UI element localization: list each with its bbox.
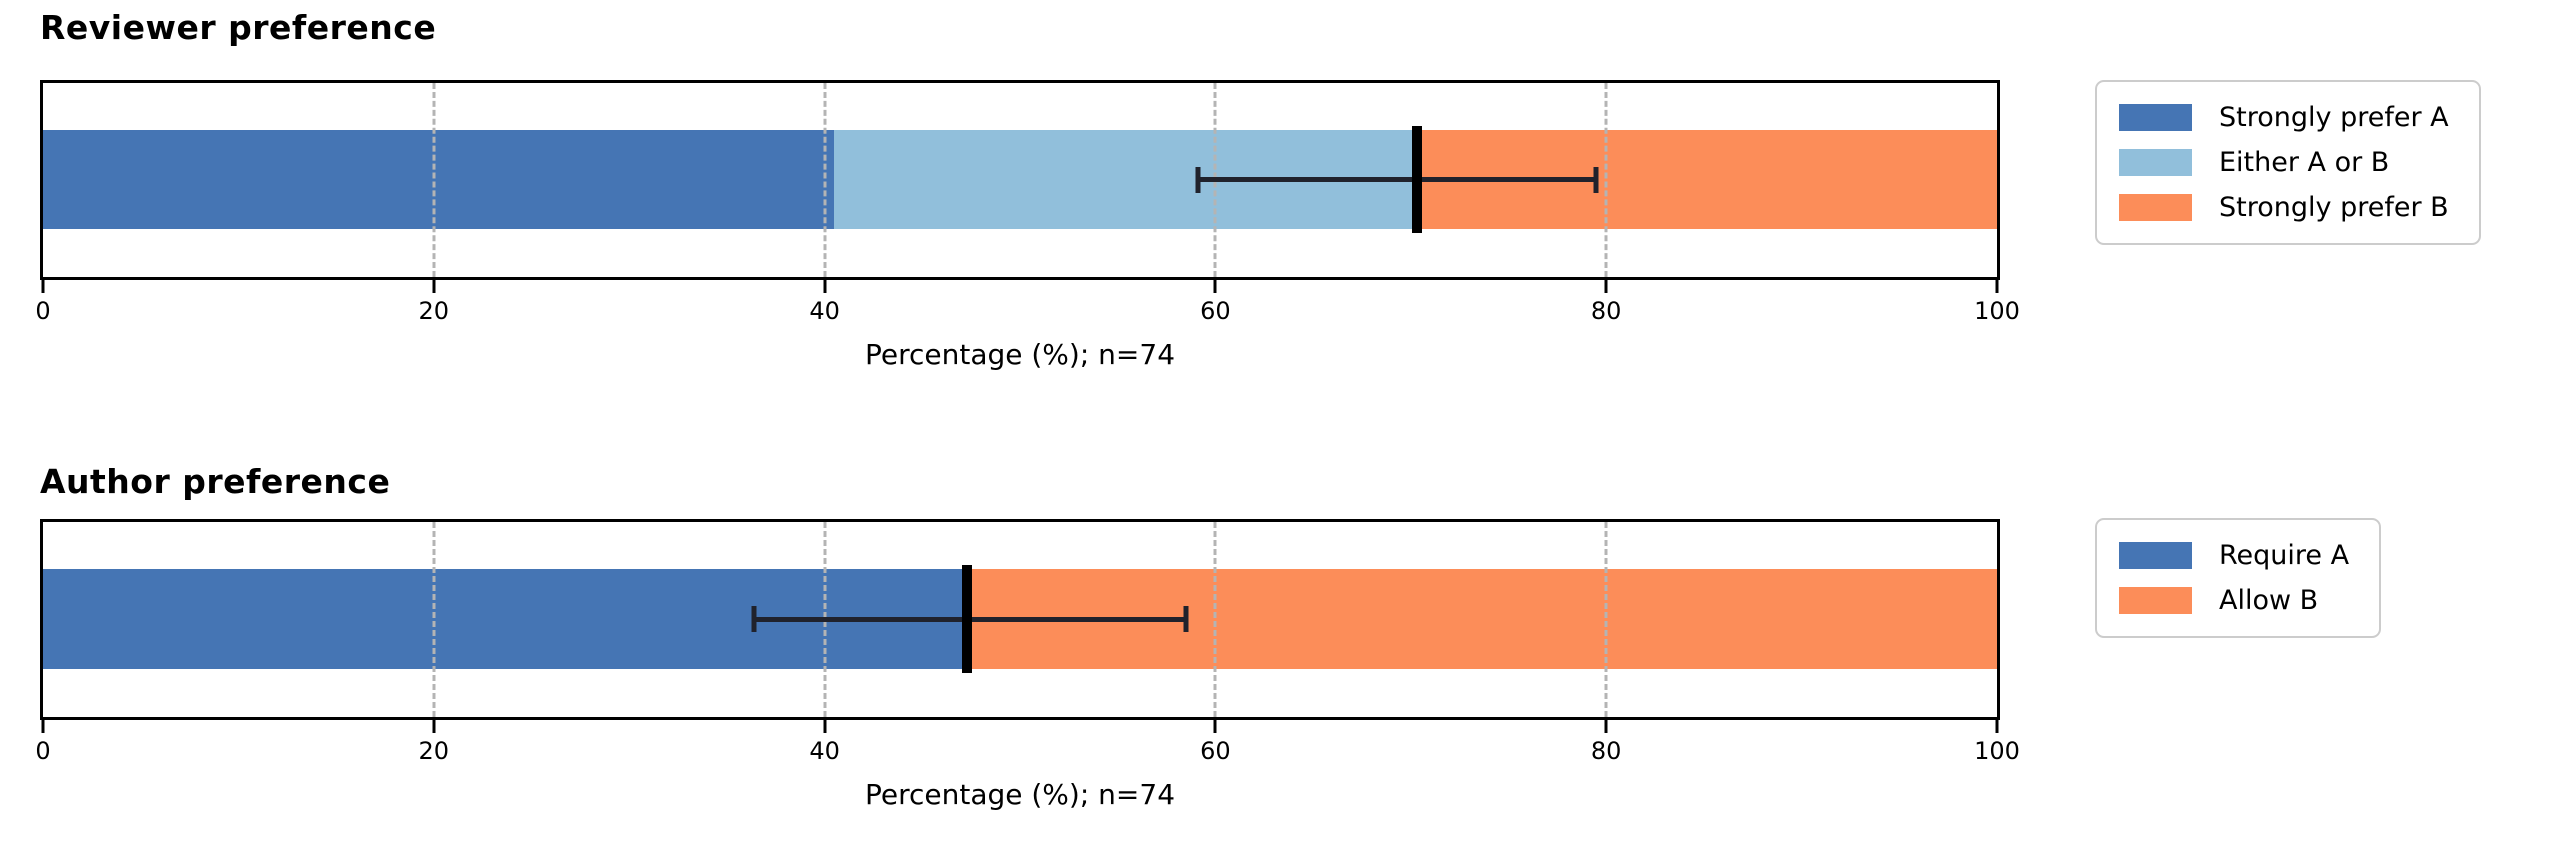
point-estimate-marker (1411, 125, 1422, 234)
error-bar-cap-high (1593, 166, 1599, 193)
gridline-80 (1604, 83, 1608, 277)
gridline-40 (823, 83, 827, 277)
error-bar-cap-low (1195, 166, 1201, 193)
gridline-80 (1604, 522, 1608, 717)
legend-label: Strongly prefer A (2219, 102, 2449, 133)
legend-label: Either A or B (2219, 147, 2390, 178)
x-tick-label-20: 20 (418, 737, 450, 765)
x-axis-tick-layer: 0 20 40 60 80 100 (35, 277, 2020, 337)
annotation-layer (43, 83, 1997, 277)
x-tick-label-0: 0 (35, 737, 51, 765)
x-tick-mark-20 (432, 280, 436, 293)
legend: Require A Allow B (2095, 518, 2382, 638)
x-axis-label: Percentage (%); n=74 (864, 778, 1176, 811)
x-tick-mark-20 (432, 720, 436, 733)
legend-label: Strongly prefer B (2219, 192, 2449, 223)
x-tick-label-0: 0 (35, 297, 51, 325)
x-axis-label: Percentage (%); n=74 (864, 338, 1176, 371)
x-tick-mark-100 (1995, 280, 1999, 293)
gridline-20 (432, 522, 436, 717)
legend-color-swatch-icon (2119, 194, 2192, 221)
error-bar-cap-high (1183, 606, 1189, 632)
legend-color-swatch-icon (2119, 587, 2192, 614)
legend-item-require-a: Require A (2119, 533, 2349, 578)
x-tick-label-60: 60 (1200, 297, 1231, 325)
error-bar-line (1197, 177, 1597, 182)
legend-label: Require A (2219, 540, 2350, 571)
legend-label: Allow B (2219, 585, 2319, 616)
annotation-layer (43, 522, 1997, 717)
bar-segment-strongly-prefer-a (43, 129, 835, 230)
chart-title: Author preference (40, 462, 391, 501)
x-tick-mark-80 (1604, 720, 1608, 733)
gridline-20 (432, 83, 436, 277)
x-tick-label-60: 60 (1200, 737, 1231, 765)
error-bar-cap-low (751, 606, 757, 632)
legend-item-strongly-prefer-a: Strongly prefer A (2119, 95, 2449, 140)
legend-item-either-a-or-b: Either A or B (2119, 140, 2449, 185)
x-tick-mark-0 (41, 720, 45, 733)
plot-area: 0 20 40 60 80 100 (35, 519, 2020, 763)
x-tick-mark-80 (1604, 280, 1608, 293)
chart-title: Reviewer preference (40, 8, 437, 47)
legend-color-swatch-icon (2119, 542, 2192, 569)
x-tick-label-40: 40 (809, 737, 840, 765)
point-estimate-marker (962, 564, 973, 674)
x-tick-label-100: 100 (1974, 737, 2020, 765)
x-tick-mark-100 (1995, 720, 1999, 733)
x-tick-mark-60 (1213, 280, 1217, 293)
x-tick-mark-40 (823, 720, 827, 733)
x-tick-label-80: 80 (1590, 737, 1622, 765)
gridline-60 (1213, 522, 1217, 717)
legend-item-allow-b: Allow B (2119, 578, 2349, 623)
plot-area: 0 20 40 60 80 100 (35, 80, 2020, 323)
x-tick-mark-40 (823, 280, 827, 293)
legend-item-strongly-prefer-b: Strongly prefer B (2119, 185, 2449, 230)
x-tick-mark-0 (41, 280, 45, 293)
x-tick-mark-60 (1213, 720, 1217, 733)
legend-color-swatch-icon (2119, 149, 2192, 176)
x-tick-label-40: 40 (809, 297, 840, 325)
x-tick-label-80: 80 (1590, 297, 1622, 325)
x-axis-tick-layer: 0 20 40 60 80 100 (35, 717, 2020, 777)
x-tick-label-100: 100 (1974, 297, 2020, 325)
legend-color-swatch-icon (2119, 104, 2192, 131)
x-tick-label-20: 20 (418, 297, 450, 325)
legend: Strongly prefer A Either A or B Strongly p… (2095, 80, 2481, 245)
